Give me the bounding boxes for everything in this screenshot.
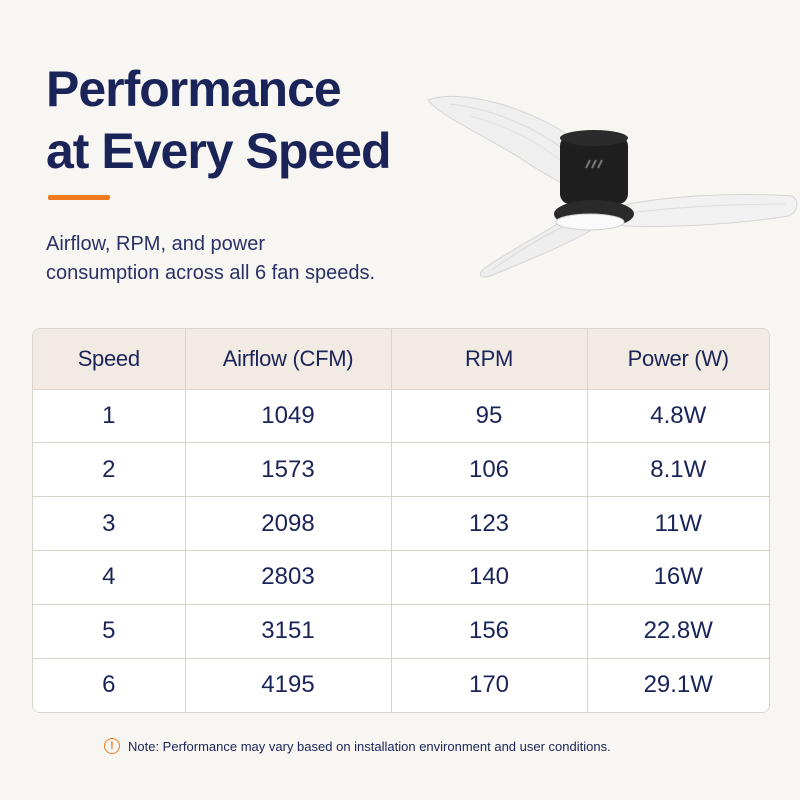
cell-airflow: 4195: [185, 658, 392, 712]
cell-speed: 3: [33, 496, 186, 551]
cell-airflow: 1573: [185, 442, 392, 498]
cell-airflow: 2098: [185, 496, 392, 551]
cell-airflow: 2803: [185, 550, 392, 605]
cell-speed: 4: [33, 550, 186, 605]
cell-power: 22.8W: [587, 604, 769, 659]
footnote: ! Note: Performance may vary based on in…: [104, 734, 611, 758]
header-speed: Speed: [33, 329, 186, 390]
table-header-row: Speed Airflow (CFM) RPM Power (W): [33, 329, 769, 390]
cell-speed: 5: [33, 604, 186, 659]
cell-power: 8.1W: [587, 442, 769, 498]
subtitle-line-1: Airflow, RPM, and power: [46, 233, 265, 255]
table-row: 2 1573 106 8.1W: [33, 442, 769, 498]
subtitle-line-2: consumption across all 6 fan speeds.: [46, 262, 376, 284]
performance-table: Speed Airflow (CFM) RPM Power (W) 1 1049…: [32, 328, 770, 713]
header-power: Power (W): [587, 329, 769, 390]
subtitle: Airflow, RPM, and power consumption acro…: [46, 230, 426, 288]
footnote-text: Note: Performance may vary based on inst…: [128, 738, 611, 754]
header-airflow: Airflow (CFM): [185, 329, 392, 390]
cell-airflow: 1049: [185, 389, 392, 444]
cell-power: 29.1W: [643, 671, 713, 699]
table-row: 4 2803 140 16W: [33, 550, 769, 605]
table-row: 6 4195 170 29.1W: [33, 658, 769, 712]
info-icon: !: [104, 738, 120, 754]
title-line-2: at Every Speed: [46, 123, 392, 179]
cell-speed: 1: [33, 389, 186, 444]
cell-power: 16W: [587, 550, 769, 605]
ceiling-fan-image: [427, 95, 798, 278]
table-row: 5 3151 156 22.8W: [33, 604, 769, 659]
header-rpm: RPM: [391, 329, 588, 390]
cell-rpm: 156: [391, 604, 588, 659]
table-row: 1 1049 95 4.8W: [33, 389, 769, 444]
cell-power: 4.8W: [587, 389, 769, 444]
page-title: Performance at Every Speed: [46, 58, 446, 182]
title-line-1: Performance: [46, 61, 342, 117]
cell-power: 11W: [587, 496, 769, 551]
cell-rpm: 95: [391, 389, 588, 444]
cell-rpm: 106: [391, 442, 588, 498]
table-row: 3 2098 123 11W: [33, 496, 769, 551]
cell-rpm: 140: [391, 550, 588, 605]
cell-rpm: 170: [391, 658, 588, 712]
accent-divider: [48, 195, 110, 200]
cell-rpm: 123: [391, 496, 588, 551]
cell-airflow: 3151: [185, 604, 392, 659]
cell-speed: 2: [33, 442, 186, 498]
cell-speed: 6: [33, 658, 186, 712]
